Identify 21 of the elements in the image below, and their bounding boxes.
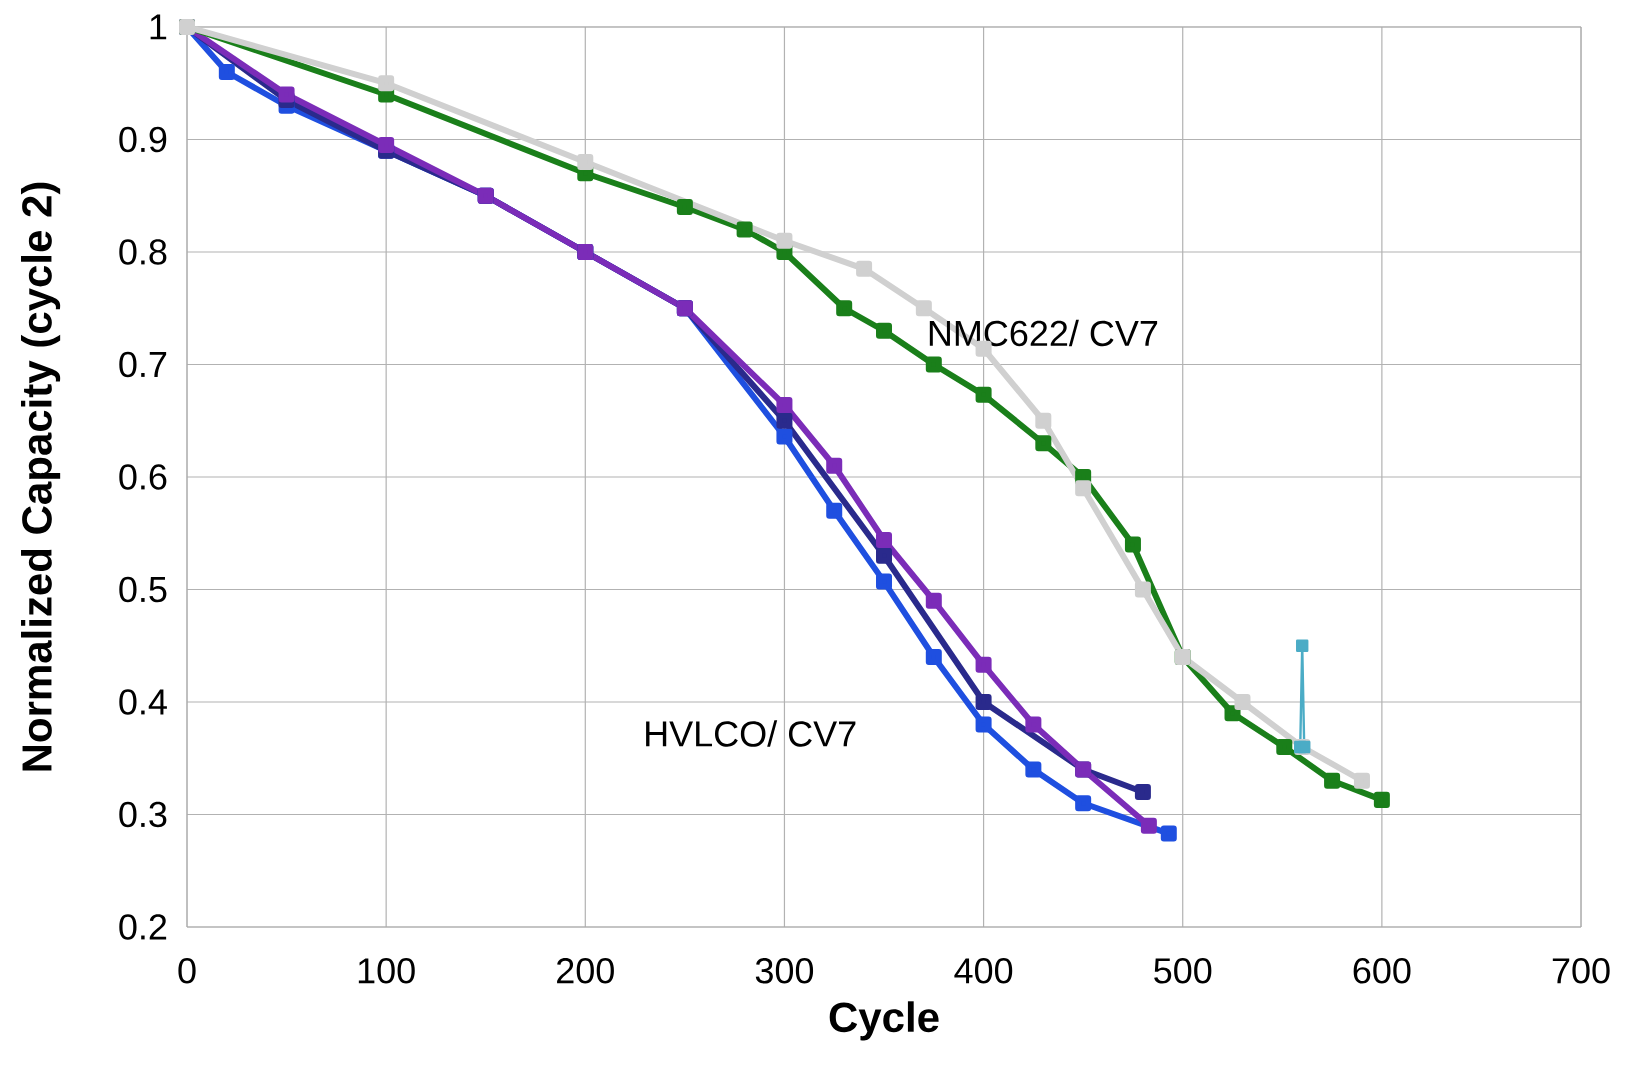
annotation: HVLCO/ CV7	[646, 720, 856, 747]
x-tick-label: 300	[755, 958, 814, 984]
x-tick-label: 400	[954, 958, 1013, 984]
x-axis-title: Cycle	[829, 1001, 939, 1041]
y-tick-label: 0.4	[119, 689, 167, 715]
x-tick-label: 200	[557, 958, 614, 984]
y-tick-label: 0.6	[119, 464, 167, 490]
x-tick-label: 500	[1154, 958, 1212, 984]
y-tick-label: 1	[150, 14, 167, 40]
y-tick-label: 0.9	[119, 126, 167, 153]
x-tick-label: 700	[1552, 958, 1610, 984]
y-tick-label: 0.8	[119, 239, 167, 265]
x-tick-label: 100	[358, 958, 415, 984]
y-axis-title: Normalized Capacity (cycle 2)	[21, 182, 61, 771]
y-tick-label: 0.7	[119, 351, 167, 378]
x-tick-label: 0	[178, 958, 196, 984]
y-tick-label: 0.3	[119, 801, 167, 828]
annotation: NMC622/ CV7	[929, 319, 1158, 347]
y-tick-label: 0.2	[119, 914, 167, 940]
x-tick-label: 600	[1353, 958, 1411, 984]
y-tick-label: 0.5	[119, 576, 167, 603]
